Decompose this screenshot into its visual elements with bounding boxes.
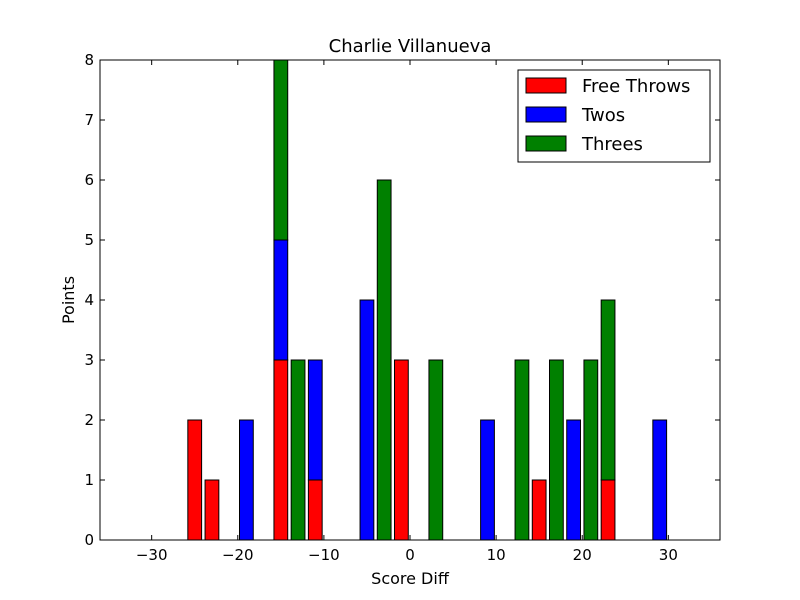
bar-threes xyxy=(428,359,444,541)
bar-free-throws xyxy=(600,479,616,541)
x-tick-label: 20 xyxy=(573,546,592,564)
y-tick-label: 1 xyxy=(84,471,94,489)
bar-free-throws xyxy=(531,479,547,541)
bar-free-throws xyxy=(187,419,203,541)
x-tick-label: 10 xyxy=(487,546,506,564)
bar-twos xyxy=(359,299,375,541)
legend-swatch-free-throws xyxy=(525,77,567,94)
bar-twos xyxy=(480,419,495,541)
y-axis-ticks: 0 1 2 3 4 5 6 7 8 xyxy=(84,51,720,549)
bar-free-throws xyxy=(307,479,323,541)
x-tick-label: −10 xyxy=(308,546,340,564)
bar-threes xyxy=(600,299,616,481)
y-tick-label: 4 xyxy=(84,291,94,309)
bar-free-throws xyxy=(273,359,289,541)
x-tick-label: 0 xyxy=(405,546,415,564)
chart-title: Charlie Villanueva xyxy=(329,36,492,57)
x-tick-label: 30 xyxy=(659,546,678,564)
x-axis-ticks: −30 −20 −10 0 10 20 30 xyxy=(136,60,678,564)
bar-free-throws xyxy=(204,479,220,541)
legend-label-free-throws: Free Throws xyxy=(582,76,690,97)
bar-threes xyxy=(290,359,306,541)
y-tick-label: 7 xyxy=(84,111,94,129)
x-tick-label: −30 xyxy=(136,546,168,564)
bar-twos xyxy=(566,419,582,541)
bar-twos xyxy=(652,419,668,541)
legend-swatch-threes xyxy=(525,135,567,152)
x-tick-label: −20 xyxy=(222,546,254,564)
bar-threes xyxy=(514,359,530,541)
legend-label-twos: Twos xyxy=(581,105,625,126)
y-tick-label: 6 xyxy=(84,171,94,189)
bar-threes xyxy=(583,359,599,541)
bar-twos xyxy=(239,419,254,541)
y-tick-label: 5 xyxy=(84,231,94,249)
y-tick-label: 0 xyxy=(84,531,94,549)
bar-twos xyxy=(273,239,289,361)
bar-free-throws xyxy=(394,359,409,541)
bar-threes xyxy=(549,359,564,541)
y-tick-label: 2 xyxy=(84,411,94,429)
bar-threes xyxy=(273,59,289,241)
bar-twos xyxy=(307,359,323,481)
legend: Free Throws Twos Threes xyxy=(517,69,711,163)
x-axis-label: Score Diff xyxy=(371,569,450,588)
legend-swatch-twos xyxy=(525,106,567,123)
y-tick-label: 3 xyxy=(84,351,94,369)
y-axis-label: Points xyxy=(59,276,78,324)
bar-threes xyxy=(376,179,392,541)
y-tick-label: 8 xyxy=(84,51,94,69)
legend-label-threes: Threes xyxy=(581,134,643,155)
